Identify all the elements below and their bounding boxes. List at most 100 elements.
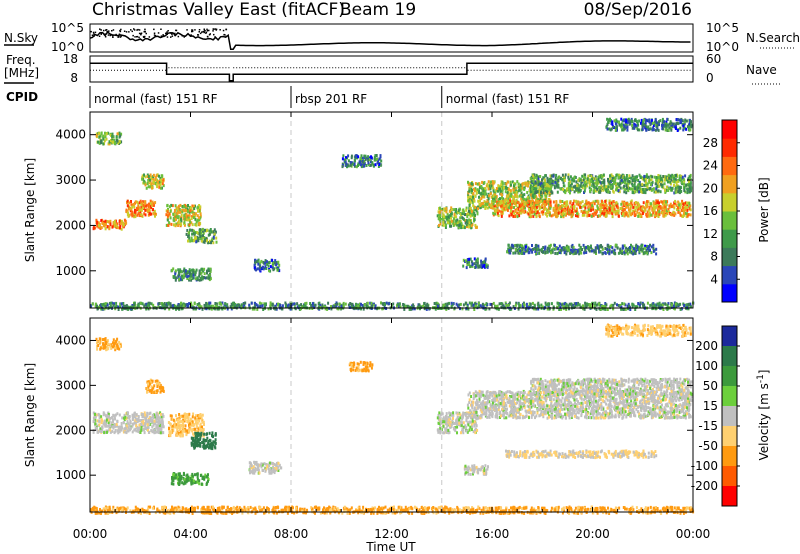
- nsky-point: [117, 36, 119, 38]
- nsky-point: [119, 30, 122, 33]
- echo-cell: [287, 303, 290, 307]
- echo-cell: [525, 302, 528, 306]
- echo-cell: [523, 303, 526, 307]
- echo-cell: [540, 184, 543, 188]
- echo-cell: [497, 198, 500, 201]
- echo-cell: [96, 224, 99, 228]
- echo-cell: [643, 246, 646, 250]
- echo-cell: [483, 264, 486, 267]
- echo-cell: [174, 272, 177, 276]
- echo-cell: [645, 205, 648, 209]
- echo-cell: [176, 207, 179, 211]
- echo-cell: [661, 185, 664, 189]
- echo-cell: [587, 201, 590, 205]
- nsky-point: [209, 33, 211, 35]
- echo-cell: [272, 268, 275, 272]
- echo-cell: [598, 307, 601, 311]
- echo-cell: [631, 302, 634, 306]
- echo-cell: [582, 243, 585, 247]
- echo-cell: [110, 139, 112, 142]
- echo-cell: [477, 265, 480, 269]
- echo-cell: [681, 175, 684, 179]
- echo-cell: [505, 303, 508, 307]
- echo-cell: [579, 178, 582, 182]
- echo-cell: [606, 248, 609, 251]
- echo-cell: [664, 207, 667, 210]
- echo-cell: [209, 267, 212, 271]
- echo-cell: [546, 250, 549, 254]
- echo-cell: [682, 212, 685, 216]
- echo-cell: [616, 303, 618, 307]
- nsky-point: [191, 29, 194, 31]
- echo-cell: [521, 203, 524, 206]
- echo-cell: [480, 202, 483, 206]
- echo-cell: [492, 202, 495, 206]
- echo-cell: [624, 188, 627, 192]
- nave-label: Nave: [746, 63, 777, 77]
- echo-cell: [155, 174, 158, 178]
- nsky-point: [174, 32, 176, 35]
- echo-cell: [658, 212, 661, 216]
- echo-cell: [519, 250, 521, 253]
- echo-cell: [591, 204, 594, 208]
- echo-cell: [506, 192, 509, 196]
- echo-cell: [531, 187, 533, 191]
- echo-cell: [474, 182, 477, 186]
- echo-cell: [598, 302, 600, 306]
- echo-cell: [615, 186, 618, 190]
- echo-cell: [567, 211, 570, 215]
- echo-cell: [151, 186, 153, 190]
- echo-cell: [478, 202, 481, 206]
- echo-cell: [480, 259, 483, 263]
- echo-cell: [674, 212, 677, 216]
- echo-cell: [670, 204, 673, 208]
- echo-cell: [275, 266, 278, 270]
- echo-cell: [133, 305, 135, 309]
- echo-cell: [265, 267, 268, 270]
- echo-cell: [362, 307, 365, 311]
- echo-cell: [626, 186, 629, 190]
- echo-cell: [631, 212, 634, 216]
- echo-cell: [537, 204, 540, 208]
- nsky-point: [166, 31, 168, 33]
- echo-cell: [506, 250, 509, 254]
- echo-cell: [655, 176, 658, 179]
- echo-cell: [546, 179, 549, 183]
- echo-cell: [453, 208, 456, 212]
- echo-cell: [158, 302, 161, 305]
- echo-cell: [445, 305, 448, 309]
- echo-cell: [509, 251, 512, 255]
- echo-cell: [363, 303, 366, 307]
- echo-cell: [137, 303, 140, 307]
- echo-cell: [136, 207, 139, 211]
- echo-cell: [500, 212, 503, 216]
- echo-cell: [575, 180, 578, 184]
- echo-cell: [367, 155, 370, 159]
- nsky-point: [123, 30, 126, 32]
- nsky-panel: N.Sky 10^5 10^0 10^5 10^0 N.Search: [4, 21, 800, 54]
- echo-cell: [599, 206, 602, 210]
- echo-cell: [636, 175, 638, 179]
- echo-cell: [575, 207, 578, 211]
- echo-cell: [373, 155, 376, 159]
- echo-cell: [181, 307, 184, 311]
- echo-cell: [475, 206, 478, 210]
- echo-cell: [267, 307, 270, 311]
- echo-cell: [613, 251, 615, 255]
- echo-cell: [529, 213, 532, 217]
- echo-cell: [180, 223, 183, 227]
- echo-cell: [553, 212, 556, 216]
- echo-cell: [656, 211, 659, 215]
- echo-cell: [524, 248, 527, 251]
- echo-cell: [645, 249, 648, 253]
- echo-cell: [198, 272, 201, 276]
- echo-cell: [277, 260, 280, 264]
- echo-cell: [130, 212, 133, 216]
- echo-cell: [608, 211, 611, 215]
- echo-cell: [531, 202, 534, 205]
- echo-cell: [172, 275, 175, 279]
- echo-cell: [406, 304, 409, 308]
- echo-cell: [351, 302, 354, 306]
- echo-cell: [186, 277, 189, 280]
- echo-cell: [689, 213, 692, 217]
